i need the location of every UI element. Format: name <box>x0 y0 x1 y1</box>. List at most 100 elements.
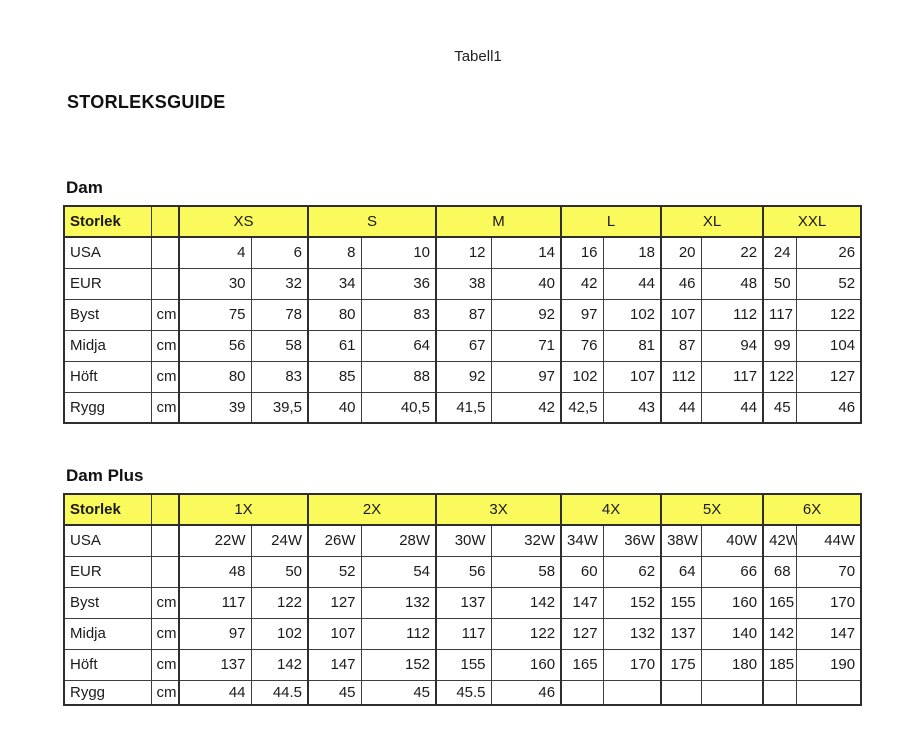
value-cell: 155 <box>660 586 702 619</box>
value-cell: 122 <box>795 298 862 331</box>
unit-header-cell <box>150 493 180 526</box>
value-cell: 30W <box>435 524 492 557</box>
value-cell: 117 <box>435 617 492 650</box>
value-cell: 6 <box>250 236 309 269</box>
value-cell: 48 <box>178 555 252 588</box>
size-group-header: 6X <box>762 493 862 526</box>
value-cell: 75 <box>178 298 252 331</box>
value-cell: 147 <box>795 617 862 650</box>
value-cell <box>700 679 764 706</box>
value-cell: 44 <box>700 391 764 424</box>
value-cell: 26 <box>795 236 862 269</box>
value-cell: 32W <box>490 524 562 557</box>
table-row: Rygg cm 44 44.5 45 45 45.5 46 <box>63 679 862 706</box>
value-cell: 34 <box>307 267 362 300</box>
value-cell: 112 <box>360 617 437 650</box>
value-cell: 45 <box>360 679 437 706</box>
value-cell: 61 <box>307 329 362 362</box>
value-cell: 88 <box>360 360 437 393</box>
value-cell: 62 <box>602 555 662 588</box>
unit-cell: cm <box>150 679 180 706</box>
value-cell: 66 <box>700 555 764 588</box>
value-cell: 41,5 <box>435 391 492 424</box>
value-cell: 43 <box>602 391 662 424</box>
value-cell: 127 <box>307 586 362 619</box>
value-cell: 97 <box>560 298 604 331</box>
unit-cell <box>150 555 180 588</box>
section-title-dam-plus: Dam Plus <box>66 466 144 485</box>
value-cell: 180 <box>700 648 764 681</box>
unit-cell: cm <box>150 329 180 362</box>
unit-cell: cm <box>150 298 180 331</box>
size-group-header: 5X <box>660 493 764 526</box>
value-cell <box>602 679 662 706</box>
value-cell: 46 <box>490 679 562 706</box>
size-header-row: Storlek 1X 2X 3X 4X 5X 6X <box>63 493 862 526</box>
value-cell: 64 <box>360 329 437 362</box>
value-cell: 107 <box>660 298 702 331</box>
unit-header-cell <box>150 205 180 238</box>
table-row: Midja cm 97 102 107 112 117 122 127 132 137 140 142 1… <box>63 617 862 650</box>
value-cell: 70 <box>795 555 862 588</box>
section-dam-plus: Dam Plus Storlek 1X 2X 3X 4X 5X 6X USA 22W 24W 26W… <box>63 466 863 706</box>
size-group-header: 1X <box>177 493 309 526</box>
unit-cell <box>150 236 180 269</box>
value-cell: 132 <box>360 586 437 619</box>
table-row: EUR 48 50 52 54 56 58 60 62 64 66 68 70 <box>63 555 862 588</box>
value-cell: 56 <box>435 555 492 588</box>
section-title-dam: Dam <box>66 178 103 197</box>
value-cell: 104 <box>795 329 862 362</box>
row-label-cell: Byst <box>63 298 152 331</box>
value-cell: 83 <box>250 360 309 393</box>
value-cell: 112 <box>660 360 702 393</box>
value-cell: 39,5 <box>250 391 309 424</box>
value-cell: 117 <box>700 360 764 393</box>
value-cell: 142 <box>250 648 309 681</box>
value-cell: 60 <box>560 555 604 588</box>
value-cell: 92 <box>435 360 492 393</box>
value-cell: 137 <box>178 648 252 681</box>
value-cell: 64 <box>660 555 702 588</box>
value-cell: 102 <box>560 360 604 393</box>
size-table-dam: Storlek XS S M L XL XXL USA 4 6 8 10 12 14 16 18 20 22 24 2… <box>63 205 863 424</box>
value-cell: 97 <box>490 360 562 393</box>
value-cell: 122 <box>762 360 797 393</box>
value-cell: 44.5 <box>250 679 309 706</box>
value-cell: 40,5 <box>360 391 437 424</box>
value-cell: 97 <box>178 617 252 650</box>
value-cell: 142 <box>762 617 797 650</box>
size-group-header: S <box>307 205 437 238</box>
value-cell: 127 <box>795 360 862 393</box>
unit-cell: cm <box>150 617 180 650</box>
value-cell: 94 <box>700 329 764 362</box>
value-cell: 40 <box>490 267 562 300</box>
value-cell: 38W <box>660 524 702 557</box>
row-label-cell: Midja <box>63 617 152 650</box>
size-group-header: 2X <box>307 493 437 526</box>
value-cell: 165 <box>560 648 604 681</box>
row-label-cell: USA <box>63 524 152 557</box>
value-cell: 165 <box>762 586 797 619</box>
row-label-cell: Rygg <box>63 391 152 424</box>
size-group-header: XXL <box>762 205 862 238</box>
table-row: USA 4 6 8 10 12 14 16 18 20 22 24 26 <box>63 236 862 269</box>
value-cell: 44 <box>660 391 702 424</box>
page-title: STORLEKSGUIDE <box>67 92 226 112</box>
value-cell: 142 <box>490 586 562 619</box>
value-cell: 122 <box>490 617 562 650</box>
value-cell: 44 <box>178 679 252 706</box>
value-cell: 28W <box>360 524 437 557</box>
value-cell: 42,5 <box>560 391 604 424</box>
value-cell <box>795 679 862 706</box>
value-cell: 58 <box>490 555 562 588</box>
value-cell: 80 <box>178 360 252 393</box>
table-row: Höft cm 80 83 85 88 92 97 102 107 112 117 122 127 <box>63 360 862 393</box>
value-cell: 160 <box>700 586 764 619</box>
value-cell: 54 <box>360 555 437 588</box>
value-cell: 24W <box>250 524 309 557</box>
row-label-cell: Rygg <box>63 679 152 706</box>
table-row: Byst cm 117 122 127 132 137 142 147 152 155 160 165 1… <box>63 586 862 619</box>
value-cell: 16 <box>560 236 604 269</box>
unit-cell <box>150 267 180 300</box>
size-group-header: M <box>435 205 562 238</box>
